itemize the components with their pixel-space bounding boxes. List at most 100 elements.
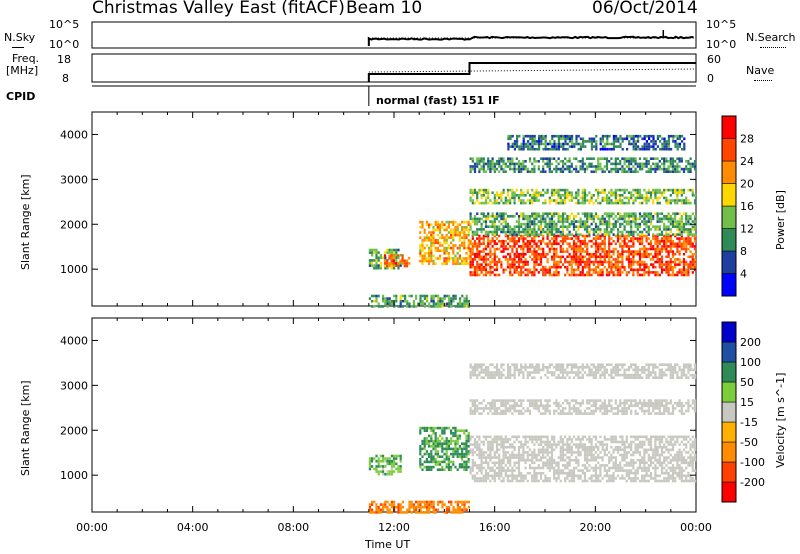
- cell-power-r6: [674, 165, 677, 168]
- cell-power-r0: [379, 266, 382, 270]
- cell-velocity-r2: [506, 474, 510, 478]
- cell-power-r4: [480, 217, 483, 221]
- cell-power-r8: [456, 302, 459, 306]
- cell-power-r7: [507, 134, 510, 138]
- cell-power-r3: [610, 263, 613, 266]
- cell-power-r3: [669, 245, 672, 248]
- cell-power-r4: [654, 225, 657, 228]
- cell-velocity-r1: [434, 437, 437, 440]
- cell-power-r5: [669, 194, 672, 197]
- cell-power-r2: [441, 223, 444, 226]
- cell-velocity-r2: [590, 443, 593, 446]
- cell-power-r3: [539, 268, 543, 272]
- cell-power-r4: [557, 220, 560, 223]
- cell-power-r6: [685, 165, 688, 168]
- cell-power-r3: [634, 252, 637, 256]
- cell-velocity-r2: [654, 440, 657, 444]
- cell-power-r5: [638, 196, 642, 200]
- cell-power-r2: [441, 262, 444, 265]
- cell-velocity-r0: [375, 459, 378, 463]
- cell-power-r6: [546, 165, 549, 168]
- cell-velocity-r2: [636, 469, 639, 472]
- cell-velocity-r3: [502, 412, 505, 415]
- cell-velocity-r2: [581, 471, 584, 475]
- cell-power-r4: [652, 225, 655, 228]
- cell-velocity-r2: [471, 453, 474, 457]
- cell-velocity-r2: [548, 440, 551, 444]
- cell-velocity-r1: [454, 465, 457, 469]
- cell-velocity-r0: [386, 457, 389, 460]
- cell-velocity-r3: [471, 409, 474, 413]
- cell-power-r6: [623, 170, 626, 173]
- cell-velocity-r2: [575, 466, 578, 470]
- cell-velocity-r2: [557, 469, 560, 472]
- cell-power-r6: [667, 170, 670, 173]
- cell-power-r5: [471, 191, 474, 194]
- cell-power-r3: [484, 265, 488, 269]
- cell-velocity-r2: [654, 477, 657, 480]
- cell-velocity-r2: [667, 448, 670, 452]
- cell-velocity-r2: [548, 469, 551, 472]
- cell-power-r6: [469, 167, 472, 171]
- cell-power-r4: [632, 220, 635, 223]
- cell-velocity-r2: [480, 471, 483, 475]
- cell-power-r3: [542, 237, 545, 240]
- cell-velocity-r2: [568, 443, 571, 446]
- cell-power-r3: [601, 234, 604, 238]
- cell-velocity-r2: [469, 435, 472, 439]
- cell-velocity-r2: [577, 445, 580, 449]
- colorbar-tick-label: 16: [740, 200, 754, 213]
- cell-velocity-r2: [680, 456, 683, 459]
- cell-power-r3: [676, 271, 679, 274]
- cell-velocity-r2: [612, 440, 615, 444]
- cell-power-r3: [517, 260, 521, 264]
- cell-power-r4: [685, 230, 688, 234]
- cell-power-r3: [553, 239, 556, 243]
- cell-velocity-r2: [599, 469, 602, 472]
- cell-power-r5: [502, 191, 505, 194]
- cell-power-r5: [476, 191, 479, 194]
- cell-power-r4: [656, 233, 659, 236]
- cell-power-r6: [645, 170, 648, 173]
- cell-power-r4: [555, 230, 558, 234]
- cell-power-r5: [667, 188, 670, 192]
- cell-velocity-r2: [680, 466, 683, 470]
- cell-power-r3: [687, 242, 690, 246]
- cell-power-r7: [648, 134, 651, 138]
- cell-power-r5: [588, 199, 591, 202]
- cell-power-r3: [553, 258, 556, 261]
- cell-power-r3: [652, 245, 655, 248]
- cell-power-r3: [610, 237, 613, 240]
- cell-power-r3: [676, 273, 679, 277]
- cell-power-r3: [667, 271, 670, 274]
- cell-power-r3: [482, 250, 485, 253]
- cell-power-r5: [484, 188, 488, 192]
- cell-velocity-r2: [546, 477, 549, 480]
- cell-power-r2: [458, 244, 461, 247]
- cell-power-r7: [667, 140, 670, 143]
- cell-velocity-r2: [513, 469, 516, 472]
- cell-velocity-r2: [531, 466, 534, 470]
- cell-power-r2: [465, 233, 468, 237]
- cell-velocity-r2: [513, 445, 516, 449]
- cell-power-r4: [665, 217, 668, 221]
- cell-power-r3: [484, 245, 488, 248]
- cell-velocity-r2: [678, 474, 681, 478]
- cell-power-r6: [599, 157, 602, 160]
- cell-velocity-r2: [671, 474, 675, 478]
- cell-velocity-r1: [467, 460, 470, 464]
- cell-power-r6: [594, 170, 598, 173]
- cell-power-r4: [597, 215, 600, 218]
- cell-power-r2: [452, 228, 455, 232]
- cell-power-r2: [465, 220, 468, 224]
- cell-velocity-r2: [603, 438, 606, 441]
- cell-power-r3: [539, 258, 543, 261]
- cell-power-r3: [502, 271, 505, 274]
- cell-power-r6: [568, 167, 571, 171]
- cell-power-r3: [671, 255, 675, 259]
- cell-power-r3: [476, 273, 479, 277]
- nsky-tick-low: 10^0: [49, 38, 80, 51]
- cell-power-r7: [564, 140, 567, 143]
- cell-power-r7: [511, 142, 514, 146]
- cell-velocity-r2: [638, 443, 642, 446]
